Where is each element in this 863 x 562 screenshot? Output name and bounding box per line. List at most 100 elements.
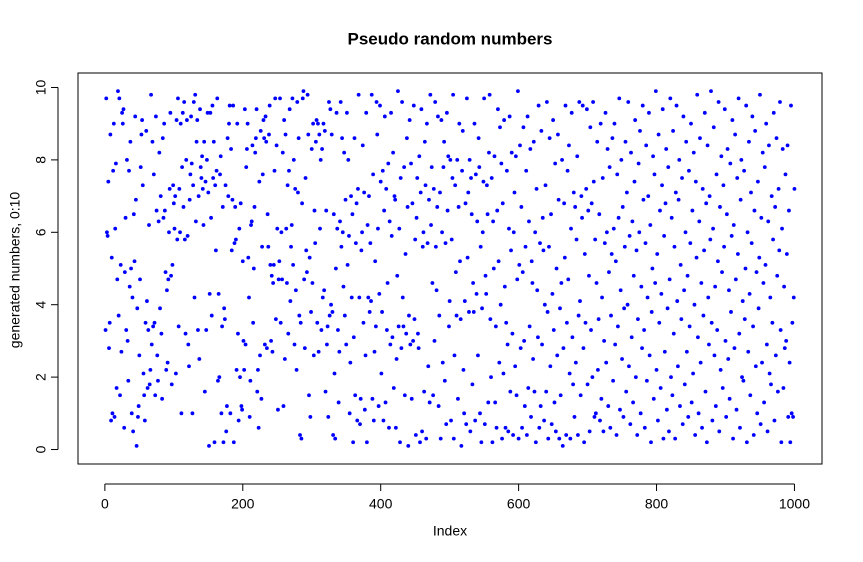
point: [318, 226, 322, 231]
point: [513, 364, 518, 369]
point: [187, 364, 191, 369]
point: [536, 335, 540, 340]
point: [342, 150, 347, 155]
point: [627, 234, 632, 238]
point: [416, 346, 421, 351]
point: [539, 129, 544, 133]
point: [173, 371, 178, 376]
point: [722, 107, 727, 112]
point: [223, 183, 228, 188]
point: [780, 226, 784, 231]
point: [560, 157, 564, 162]
point: [488, 317, 493, 322]
point: [314, 118, 319, 122]
point: [778, 100, 782, 104]
point: [606, 404, 611, 408]
point: [527, 324, 532, 329]
point: [174, 118, 179, 122]
point: [472, 121, 477, 126]
point: [395, 273, 400, 278]
point: [713, 404, 718, 408]
point: [762, 400, 767, 405]
point: [192, 295, 197, 300]
point: [442, 139, 447, 144]
point: [233, 237, 238, 242]
point: [125, 339, 130, 343]
point: [254, 107, 259, 112]
point: [548, 364, 553, 369]
point: [338, 100, 343, 104]
point: [118, 262, 123, 267]
point: [242, 107, 247, 112]
point: [136, 404, 141, 408]
point: [529, 259, 534, 264]
point: [671, 129, 675, 133]
point: [449, 418, 453, 423]
point: [198, 165, 203, 170]
point: [406, 443, 411, 448]
point: [533, 440, 538, 445]
point: [252, 205, 257, 209]
point: [603, 110, 608, 115]
point: [418, 190, 423, 195]
point: [303, 176, 308, 180]
point: [306, 132, 311, 137]
point: [195, 118, 200, 122]
point: [617, 96, 622, 101]
point: [586, 208, 591, 213]
point: [439, 118, 444, 122]
point: [313, 241, 318, 246]
point: [444, 110, 449, 115]
point: [594, 281, 599, 285]
point: [138, 165, 143, 170]
point: [105, 234, 110, 238]
point: [225, 404, 229, 408]
point: [786, 415, 791, 419]
point: [270, 349, 275, 354]
point: [529, 415, 533, 419]
point: [147, 223, 151, 227]
point: [278, 96, 282, 101]
point: [274, 143, 279, 148]
point: [389, 110, 393, 115]
point: [122, 425, 127, 430]
point: [316, 121, 320, 126]
point: [733, 132, 738, 137]
point: [187, 197, 192, 202]
point: [402, 165, 407, 170]
point: [543, 183, 548, 188]
point: [758, 92, 762, 97]
point: [393, 425, 398, 430]
point: [384, 186, 389, 191]
point: [112, 415, 117, 419]
point: [637, 230, 642, 235]
point: [371, 418, 376, 423]
point: [125, 157, 129, 162]
point: [460, 168, 464, 173]
point: [205, 157, 209, 162]
point: [767, 143, 771, 148]
point: [338, 219, 342, 224]
point: [753, 364, 758, 369]
point: [301, 89, 306, 94]
point: [347, 411, 352, 416]
point: [400, 295, 405, 300]
point: [589, 328, 593, 332]
point: [773, 353, 778, 358]
point: [153, 114, 158, 119]
point: [686, 415, 691, 419]
point: [198, 107, 202, 112]
point: [471, 310, 476, 314]
point: [656, 418, 660, 423]
point: [388, 342, 393, 347]
point: [229, 248, 234, 253]
point: [589, 201, 594, 206]
point: [375, 132, 380, 137]
point: [598, 418, 602, 423]
point: [547, 136, 552, 141]
point: [256, 367, 260, 372]
point: [747, 139, 751, 144]
point: [387, 425, 391, 430]
point: [609, 313, 613, 318]
point: [660, 107, 665, 112]
